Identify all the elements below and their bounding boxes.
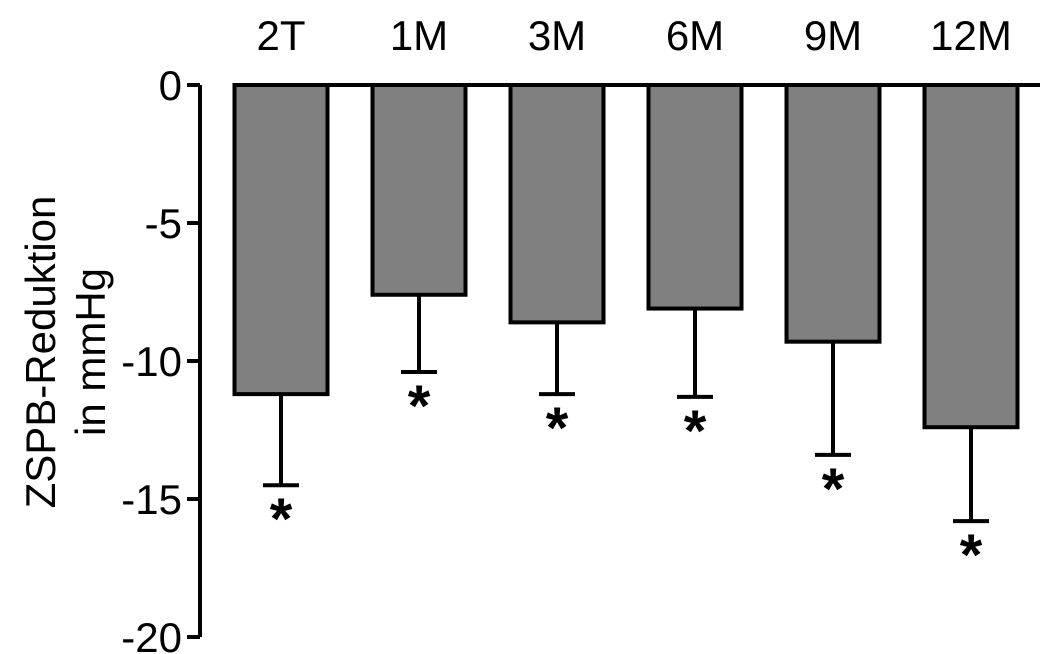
- y-axis-title-line-1: ZSPB-Reduktion: [17, 196, 64, 509]
- category-label: 6M: [666, 12, 724, 59]
- category-label: 2T: [256, 12, 305, 59]
- significance-marker: *: [822, 457, 845, 522]
- y-axis: 0 -5 -10 -15 -20: [121, 62, 1040, 654]
- significance-marker: *: [546, 396, 569, 461]
- bar: [232, 83, 330, 397]
- category-labels: 2T 1M 3M 6M 9M 12M: [256, 12, 1011, 59]
- significance-marker: *: [408, 374, 431, 439]
- y-tick-label: 0: [159, 62, 182, 109]
- y-tick-label: -5: [145, 200, 182, 247]
- bars: * * * * * *: [232, 83, 1020, 588]
- bar: [646, 83, 744, 311]
- bar: [784, 83, 882, 344]
- category-label: 9M: [804, 12, 862, 59]
- y-axis-title-line-2: in mmHg: [67, 268, 114, 436]
- bar: [922, 83, 1020, 430]
- y-tick-label: -15: [121, 476, 182, 523]
- significance-marker: *: [270, 487, 293, 552]
- significance-marker: *: [960, 523, 983, 588]
- y-tick-label: -20: [121, 614, 182, 654]
- category-label: 12M: [930, 12, 1012, 59]
- bar: [370, 83, 468, 297]
- category-label: 3M: [528, 12, 586, 59]
- significance-marker: *: [684, 399, 707, 464]
- category-label: 1M: [390, 12, 448, 59]
- bar: [508, 83, 606, 325]
- y-tick-label: -10: [121, 338, 182, 385]
